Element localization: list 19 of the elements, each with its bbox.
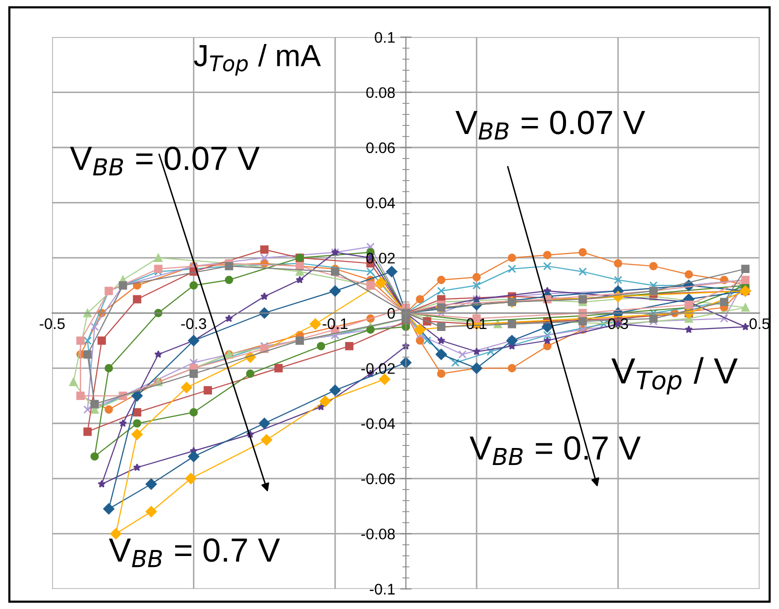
- annotation: V$_{BB}$ = 0.7 V: [108, 538, 280, 568]
- x-tick-label: -0.3: [181, 318, 206, 330]
- y-tick-label: 0.1: [374, 32, 395, 43]
- x-tick-label: 0.3: [608, 318, 628, 330]
- x-tick-label: 0.1: [466, 318, 486, 330]
- y-tick-label: 0.04: [366, 198, 395, 208]
- y-tick-label: 0: [388, 308, 395, 319]
- y-tick-label: 0.08: [366, 87, 395, 98]
- annotation: V$_{BB}$ = 0.07 V: [456, 110, 646, 140]
- x-tick-label: -0.5: [40, 318, 65, 330]
- y-tick-label: -0.06: [361, 473, 395, 484]
- x-axis-title: V$_{Top}$ / V: [611, 357, 738, 395]
- y-axis-title: J$_{Top}$ / mA: [194, 44, 321, 76]
- annotation: V$_{BB}$ = 0.07 V: [70, 146, 260, 176]
- x-tick-label: -0.1: [322, 318, 348, 330]
- y-tick-label: 0.06: [366, 142, 395, 154]
- y-tick-label: -0.1: [370, 584, 395, 595]
- y-tick-label: -0.08: [361, 528, 395, 540]
- y-tick-label: -0.04: [361, 418, 395, 430]
